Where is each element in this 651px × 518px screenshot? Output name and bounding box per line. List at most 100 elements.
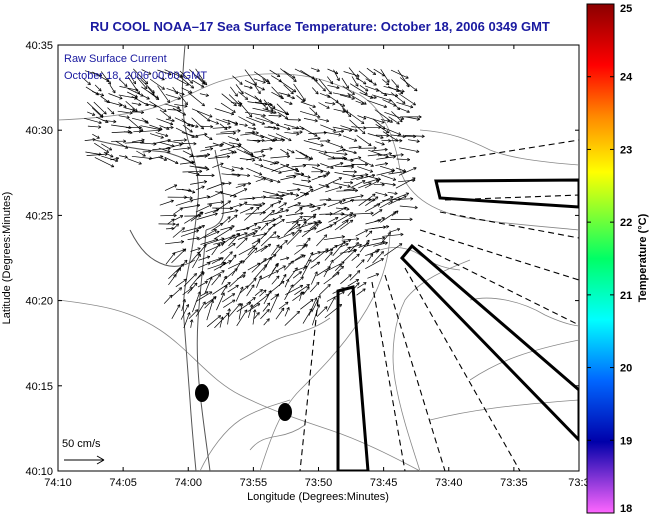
current-vector: [207, 119, 219, 125]
current-vector: [127, 71, 136, 85]
current-vector: [108, 93, 123, 100]
current-vector-head: [392, 168, 395, 171]
current-vector-head: [317, 114, 321, 118]
current-vector: [328, 217, 339, 223]
current-vector: [239, 201, 248, 207]
current-vector-head: [321, 143, 324, 146]
radar-beam-boxes: [336, 178, 579, 471]
current-vector-head: [381, 184, 385, 187]
current-vector-head: [124, 157, 128, 159]
current-vector-head: [195, 273, 197, 277]
current-vector-head: [268, 80, 271, 84]
current-vector: [260, 222, 269, 231]
current-vector: [367, 273, 379, 279]
current-vector-head: [286, 209, 289, 213]
current-vector-head: [397, 84, 399, 88]
current-vector-head: [315, 223, 319, 225]
current-vector-head: [257, 141, 261, 143]
current-vector-head: [311, 188, 314, 192]
current-vector-head: [347, 246, 351, 248]
current-vector-head: [269, 104, 273, 107]
current-vector-head: [112, 111, 115, 115]
current-vector: [311, 295, 321, 313]
current-vector-head: [262, 113, 266, 117]
current-vector-head: [182, 248, 186, 250]
current-vector-head: [101, 93, 105, 96]
current-vector: [383, 127, 402, 136]
current-vector-head: [348, 246, 351, 250]
current-vector-head: [303, 218, 307, 220]
current-vector-head: [375, 178, 379, 180]
current-vector-head: [338, 185, 343, 188]
current-vector: [174, 103, 188, 107]
current-vector-head: [271, 204, 274, 208]
current-vector-head: [239, 303, 241, 307]
current-vector-head: [324, 152, 328, 154]
current-vector-head: [340, 304, 343, 308]
current-vector: [149, 133, 164, 139]
current-vector: [252, 233, 267, 237]
current-vector: [167, 218, 175, 225]
current-vector: [309, 220, 321, 230]
current-vector-head: [356, 279, 360, 283]
current-vector: [303, 140, 324, 147]
current-vector-head: [125, 155, 128, 158]
current-vector-head: [360, 195, 364, 198]
current-vector: [283, 123, 299, 129]
current-vector-head: [191, 153, 194, 157]
current-vector: [118, 102, 127, 108]
current-vector-head: [209, 204, 213, 208]
current-vector-head: [196, 309, 199, 313]
current-vector: [136, 150, 146, 157]
current-vector: [269, 293, 279, 313]
current-vector-head: [299, 130, 303, 133]
current-vector-head: [406, 75, 409, 79]
current-vector: [244, 206, 260, 221]
current-vector-head: [364, 162, 368, 165]
current-vector-head: [227, 123, 231, 125]
current-vector-head: [392, 179, 396, 181]
current-vector: [213, 227, 233, 240]
current-vector: [271, 164, 290, 172]
current-vector: [347, 279, 359, 287]
current-vector: [190, 247, 201, 252]
current-vector-head: [113, 119, 117, 123]
current-vector: [287, 223, 301, 233]
current-vector-head: [280, 94, 283, 98]
current-vector: [319, 284, 331, 296]
current-vector: [206, 299, 214, 321]
current-vector: [92, 133, 100, 139]
current-vector-head: [98, 122, 102, 125]
current-vector: [107, 107, 115, 115]
current-vector: [340, 94, 355, 100]
current-vector-head: [171, 200, 174, 203]
current-vector: [237, 233, 256, 240]
current-vector-head: [268, 318, 270, 322]
current-vector: [91, 107, 103, 118]
current-vector: [270, 161, 280, 165]
current-vector-head: [356, 237, 360, 240]
current-vector: [255, 177, 266, 182]
current-vector-head: [153, 90, 155, 94]
current-vector-head: [362, 120, 365, 124]
current-vector-head: [297, 119, 301, 122]
current-vector: [296, 221, 317, 230]
current-vector: [165, 241, 184, 245]
current-vector-head: [240, 286, 244, 289]
station-marker: [195, 384, 209, 402]
current-vector: [164, 69, 183, 78]
current-vector: [239, 207, 254, 214]
current-vector-head: [315, 133, 318, 137]
current-vector-head: [325, 306, 328, 310]
current-vector-head: [286, 240, 288, 244]
current-vector-head: [262, 115, 266, 118]
current-vector: [111, 131, 131, 133]
current-vector: [206, 257, 222, 264]
current-vector: [126, 158, 142, 165]
current-vector-head: [193, 141, 197, 145]
current-vector-head: [393, 156, 396, 159]
colorbar-tick-label: 21: [620, 290, 632, 302]
current-vector-head: [192, 192, 196, 194]
current-vector-head: [390, 119, 393, 123]
